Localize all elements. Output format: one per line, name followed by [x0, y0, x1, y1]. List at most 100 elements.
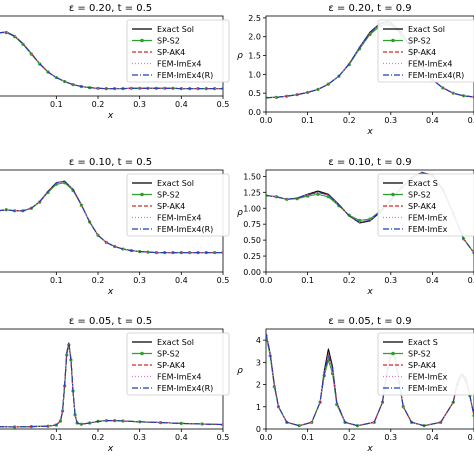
x-tick-label: 0.0 — [260, 276, 273, 285]
series-line-fem-imex4-r- — [266, 333, 474, 427]
x-tick-label: 0.5 — [217, 433, 230, 442]
y-tick-label: 0.0 — [248, 108, 261, 117]
x-tick-label: 0.2 — [343, 116, 356, 125]
panel-title: ε = 0.05, t = 0.5 — [69, 316, 152, 327]
axes-frame — [265, 169, 474, 273]
legend-label: Exact S — [408, 179, 438, 188]
legend-label: FEM-ImEx4 — [157, 60, 201, 69]
y-tick-label: 0 — [256, 425, 261, 434]
legend-box — [126, 19, 230, 83]
data-point — [79, 422, 83, 426]
y-tick-label: 0.25 — [243, 252, 261, 261]
data-point — [326, 195, 330, 199]
legend: Exact S SP-S2 SP-AK4 FEM-ImEx FEM-ImEx — [377, 332, 474, 396]
legend-label: SP-S2 — [408, 191, 431, 200]
chart-panel-1: ε = 0.20, t = 0.5 0.1 0.2 0.3 0.4 0.5 x Exact S… — [0, 3, 230, 121]
series-line-fem-imex4-r- — [266, 21, 474, 99]
y-tick-label: 1 — [256, 403, 261, 412]
y-tick-label: 2 — [256, 381, 261, 390]
data-point — [213, 251, 217, 255]
data-point — [73, 413, 77, 417]
legend: Exact Sol SP-S2 SP-AK4 FEM-ImEx4 FEM-ImEx4(R… — [126, 173, 230, 237]
x-tick-label: 0.1 — [301, 433, 314, 442]
legend-box — [377, 332, 474, 396]
legend-box — [377, 19, 474, 83]
x-tick-label: 0.5 — [217, 276, 230, 285]
legend-label: FEM-ImEx4(R) — [157, 71, 213, 80]
series-line-fem-imex4-r- — [0, 342, 223, 428]
legend-marker — [140, 38, 144, 43]
legend-label: Exact S — [408, 338, 438, 347]
legend-box — [126, 173, 230, 237]
x-tick-label: 0.1 — [50, 276, 63, 285]
y-tick-label: 1.0 — [248, 70, 261, 79]
x-tick-label: 0.4 — [175, 100, 188, 109]
x-axis-label: x — [366, 444, 373, 454]
x-tick-label: 0.1 — [50, 100, 63, 109]
legend-label: SP-S2 — [157, 350, 180, 359]
legend: Exact Sol SP-S2 SP-AK4 FEM-ImEx4 FEM-ImEx4(R… — [126, 332, 230, 396]
x-tick-label: 0.3 — [384, 116, 397, 125]
y-tick-label: 1.25 — [243, 188, 261, 197]
y-axis-label: ρ — [237, 366, 243, 376]
chart-panel-3: ε = 0.10, t = 0.5 0.1 0.2 0.3 0.4 0.5 x Exact S… — [0, 157, 230, 297]
legend-marker — [140, 192, 144, 197]
legend-label: Exact Sol — [408, 25, 445, 34]
data-point — [274, 195, 278, 199]
legend-label: SP-AK4 — [157, 48, 185, 57]
x-tick-label: 0.2 — [92, 100, 105, 109]
x-tick-label: 0.0 — [260, 116, 273, 125]
legend-label: SP-AK4 — [408, 202, 436, 211]
legend-marker — [391, 192, 395, 197]
legend-label: SP-S2 — [408, 350, 431, 359]
y-tick-label: 0.75 — [243, 220, 261, 229]
x-tick-label: 0.4 — [175, 276, 188, 285]
legend-label: FEM-ImEx — [408, 373, 448, 382]
panel-title: ε = 0.10, t = 0.9 — [328, 157, 411, 168]
y-tick-label: 1.5 — [248, 52, 261, 61]
x-tick-label: 0.3 — [133, 100, 146, 109]
x-axis-label: x — [107, 111, 114, 121]
x-tick-label: 0.3 — [133, 433, 146, 442]
legend: Exact Sol SP-S2 SP-AK4 FEM-ImEx4 FEM-ImEx4(R… — [126, 19, 230, 83]
panel-title: ε = 0.10, t = 0.5 — [69, 157, 152, 168]
data-point — [274, 95, 278, 99]
chart-panel-6: ε = 0.05, t = 0.9 0.0 0.1 0.2 0.3 0.4 0.5 x 0 1 2 3… — [237, 316, 474, 454]
data-point — [138, 86, 142, 90]
axes-frame — [265, 328, 474, 430]
legend-label: Exact Sol — [157, 25, 194, 34]
x-tick-label: 0.0 — [260, 433, 273, 442]
legend-label: FEM-ImEx4(R) — [408, 71, 464, 80]
legend-label: FEM-ImEx4 — [157, 214, 201, 223]
series-group — [0, 342, 223, 429]
series-line-fem-imex4-r- — [0, 31, 223, 90]
x-tick-label: 0.1 — [50, 433, 63, 442]
y-tick-label: 1.50 — [243, 172, 261, 181]
panel-title: ε = 0.20, t = 0.5 — [69, 3, 152, 14]
legend-label: SP-AK4 — [157, 202, 185, 211]
x-tick-label: 0.4 — [175, 433, 188, 442]
legend-label: FEM-ImEx4(R) — [157, 225, 213, 234]
chart-panel-5: ε = 0.05, t = 0.5 0.1 0.2 0.3 0.4 0.5 x Exact S… — [0, 316, 230, 454]
x-axis-label: x — [107, 444, 114, 454]
x-tick-label: 0.4 — [426, 116, 439, 125]
data-point — [179, 421, 183, 425]
data-point — [316, 192, 320, 196]
chart-panel-4: ε = 0.10, t = 0.9 0.0 0.1 0.2 0.3 0.4 0.5 x 0.00… — [237, 157, 474, 297]
y-tick-label: 3 — [256, 358, 261, 367]
y-tick-label: 2.0 — [248, 33, 261, 42]
x-tick-label: 0.5 — [217, 100, 230, 109]
x-tick-label: 0.4 — [426, 433, 439, 442]
legend-box — [377, 173, 474, 237]
legend-label: SP-S2 — [157, 191, 180, 200]
legend-label: SP-AK4 — [157, 361, 185, 370]
x-axis-label: x — [366, 127, 373, 137]
legend-marker — [391, 351, 395, 356]
x-tick-label: 0.5 — [468, 116, 474, 125]
legend-marker — [140, 351, 144, 356]
x-tick-label: 0.2 — [92, 276, 105, 285]
x-axis-label: x — [366, 287, 373, 297]
legend-label: SP-S2 — [408, 37, 431, 46]
data-point — [65, 353, 69, 357]
series-line-fem-imex4-r- — [0, 180, 223, 254]
